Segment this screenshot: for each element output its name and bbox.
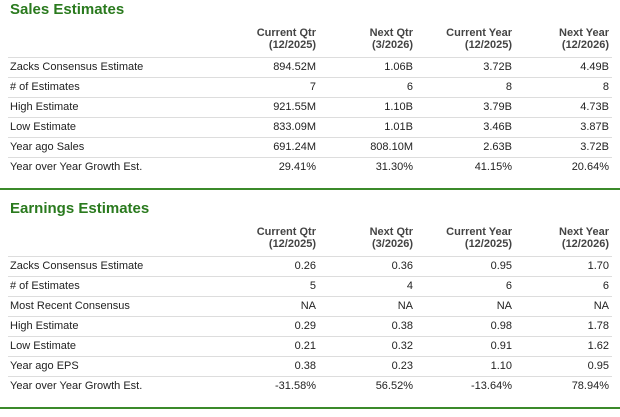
cell-value: 0.98: [490, 320, 512, 332]
row-label: Year over Year Growth Est.: [10, 161, 143, 173]
cell-value: 0.38: [391, 320, 413, 332]
cell-value: -31.58%: [275, 380, 316, 392]
column-header: Next Qtr: [369, 27, 413, 39]
column-header: Next Year: [559, 226, 609, 238]
row-divider: [8, 296, 612, 297]
cell-value: 0.26: [294, 260, 316, 272]
row-divider: [8, 276, 612, 277]
column-header: Next Qtr: [369, 226, 413, 238]
cell-value: 56.52%: [375, 380, 413, 392]
row-label: # of Estimates: [10, 280, 80, 292]
cell-value: NA: [300, 300, 316, 312]
row-label: Year over Year Growth Est.: [10, 380, 143, 392]
cell-value: -13.64%: [471, 380, 512, 392]
cell-value: 2.63B: [483, 141, 512, 153]
cell-value: 921.55M: [273, 101, 316, 113]
section-rule: [0, 188, 620, 190]
row-divider: [8, 376, 612, 377]
cell-value: 6: [505, 280, 512, 292]
column-header: (12/2026): [561, 39, 609, 51]
row-divider: [8, 137, 612, 138]
cell-value: 0.36: [391, 260, 413, 272]
cell-value: 1.70: [587, 260, 609, 272]
column-header: (12/2025): [268, 238, 316, 250]
cell-value: NA: [593, 300, 609, 312]
cell-value: 0.91: [490, 340, 512, 352]
column-header: (12/2025): [268, 39, 316, 51]
row-label: Low Estimate: [10, 340, 77, 352]
column-header: Current Year: [446, 226, 512, 238]
cell-value: 1.01B: [384, 121, 413, 133]
row-divider: [8, 157, 612, 158]
cell-value: 29.41%: [278, 161, 316, 173]
cell-value: 833.09M: [273, 121, 316, 133]
cell-value: 8: [602, 81, 609, 93]
cell-value: 3.72B: [483, 61, 512, 73]
row-label: High Estimate: [10, 101, 79, 113]
cell-value: 31.30%: [375, 161, 413, 173]
cell-value: 4.73B: [580, 101, 609, 113]
cell-value: 1.62: [587, 340, 609, 352]
column-header: Current Year: [446, 27, 512, 39]
row-label: Zacks Consensus Estimate: [10, 260, 144, 272]
cell-value: 20.64%: [571, 161, 609, 173]
cell-value: 1.10B: [384, 101, 413, 113]
cell-value: 3.46B: [483, 121, 512, 133]
column-header: (12/2026): [561, 238, 609, 250]
cell-value: 0.23: [391, 360, 413, 372]
row-divider: [8, 97, 612, 98]
section-title: Sales Estimates: [10, 1, 125, 18]
cell-value: 3.79B: [483, 101, 512, 113]
cell-value: 4.49B: [580, 61, 609, 73]
cell-value: 41.15%: [474, 161, 512, 173]
row-label: Year ago Sales: [10, 141, 85, 153]
row-label: Zacks Consensus Estimate: [10, 61, 144, 73]
cell-value: 3.87B: [580, 121, 609, 133]
cell-value: 0.32: [391, 340, 413, 352]
cell-value: 0.95: [587, 360, 609, 372]
cell-value: 0.29: [294, 320, 316, 332]
cell-value: NA: [496, 300, 512, 312]
row-label: Most Recent Consensus: [10, 300, 130, 312]
row-label: High Estimate: [10, 320, 79, 332]
cell-value: 3.72B: [580, 141, 609, 153]
row-divider: [8, 256, 612, 257]
column-header: (12/2025): [464, 238, 512, 250]
cell-value: NA: [397, 300, 413, 312]
row-label: # of Estimates: [10, 81, 80, 93]
cell-value: 0.38: [294, 360, 316, 372]
row-divider: [8, 336, 612, 337]
cell-value: 8: [505, 81, 512, 93]
row-divider: [8, 57, 612, 58]
section-title: Earnings Estimates: [10, 200, 150, 217]
column-header: (12/2025): [464, 39, 512, 51]
row-divider: [8, 356, 612, 357]
cell-value: 808.10M: [370, 141, 413, 153]
cell-value: 1.78: [587, 320, 609, 332]
cell-value: 1.10: [490, 360, 512, 372]
column-header: Current Qtr: [256, 27, 316, 39]
cell-value: 894.52M: [273, 61, 316, 73]
column-header: (3/2026): [372, 238, 413, 250]
column-header: Next Year: [559, 27, 609, 39]
row-label: Low Estimate: [10, 121, 77, 133]
cell-value: 5: [309, 280, 316, 292]
row-label: Year ago EPS: [10, 360, 79, 372]
column-header: Current Qtr: [256, 226, 316, 238]
row-divider: [8, 77, 612, 78]
cell-value: 6: [406, 81, 413, 93]
cell-value: 6: [602, 280, 609, 292]
column-header: (3/2026): [372, 39, 413, 51]
cell-value: 0.95: [490, 260, 512, 272]
cell-value: 691.24M: [273, 141, 316, 153]
row-divider: [8, 316, 612, 317]
cell-value: 78.94%: [571, 380, 609, 392]
cell-value: 0.21: [294, 340, 316, 352]
section-rule: [0, 407, 620, 409]
cell-value: 4: [406, 280, 413, 292]
cell-value: 1.06B: [384, 61, 413, 73]
row-divider: [8, 117, 612, 118]
cell-value: 7: [309, 81, 316, 93]
